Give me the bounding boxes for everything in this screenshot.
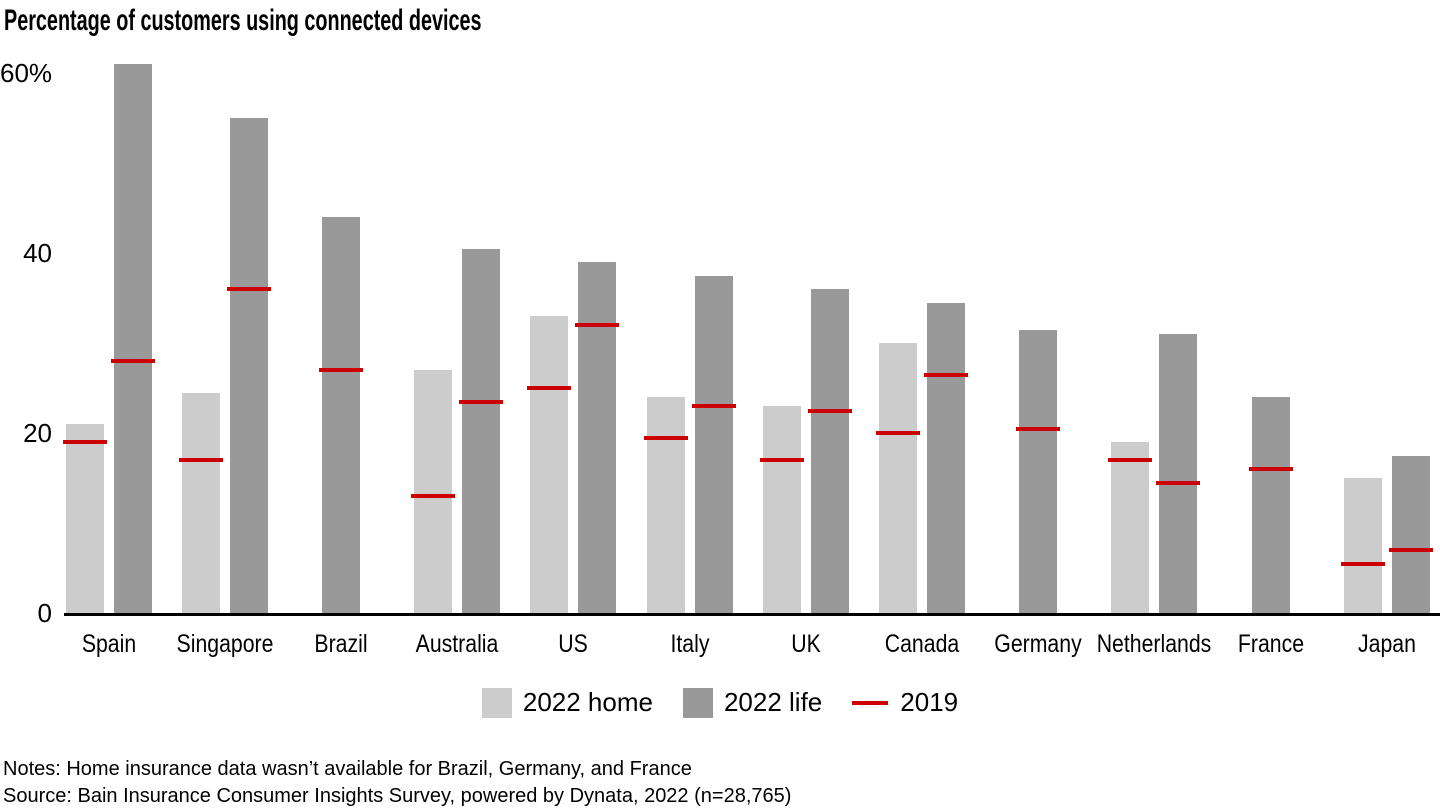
x-axis-label-brazil: Brazil (314, 630, 368, 658)
x-axis-label-canada: Canada (884, 630, 960, 658)
x-axis-label-france: France (1237, 630, 1304, 658)
bar-2022-life-japan (1391, 455, 1430, 613)
bar-2022-life-italy (694, 275, 733, 613)
legend-label-2022-home: 2022 home (522, 687, 653, 717)
bar-2022-life-germany (1019, 329, 1058, 613)
marker-2019-life-brazil (318, 368, 363, 372)
marker-2019-home-italy (643, 435, 688, 440)
marker-2019-life-australia (459, 399, 504, 404)
y-axis-tick-label-40: 40 (23, 238, 52, 268)
chart-notes: Notes: Home insurance data wasn’t availa… (3, 758, 692, 780)
bar-2022-home-singapore (181, 392, 220, 613)
marker-2019-life-germany (1016, 426, 1061, 431)
marker-2019-life-uk (807, 408, 852, 413)
bar-2022-home-italy (646, 397, 685, 613)
x-axis-label-italy: Italy (670, 630, 709, 658)
marker-2019-home-australia (411, 494, 456, 498)
x-axis-label-spain: Spain (81, 630, 136, 658)
y-axis-tick-label-60-: 60% (0, 58, 53, 88)
legend-item-2022-life: 2022 life (682, 687, 823, 718)
bar-2022-life-france (1251, 397, 1290, 613)
chart-legend: 2022 home 2022 life 2019 (0, 687, 1440, 718)
marker-2019-life-spain (110, 359, 155, 363)
marker-2019-home-singapore (178, 458, 223, 462)
bar-2022-home-uk (762, 406, 801, 613)
bar-2022-life-netherlands (1159, 334, 1198, 613)
marker-2019-life-canada (923, 372, 968, 377)
marker-2019-life-japan (1388, 548, 1433, 552)
bar-2022-home-japan (1343, 478, 1382, 613)
bar-2022-life-us (578, 262, 617, 613)
x-axis-label-australia: Australia (415, 630, 499, 658)
y-axis-tick-label-0: 0 (37, 598, 52, 628)
x-axis-line (64, 613, 1440, 616)
bar-2022-home-netherlands (1111, 442, 1150, 613)
marker-2019-home-netherlands (1108, 458, 1153, 462)
marker-2019-home-us (527, 386, 572, 390)
legend-label-2019: 2019 (900, 687, 959, 717)
bar-2022-life-brazil (321, 217, 360, 613)
bar-2022-home-us (530, 316, 569, 613)
marker-2019-home-spain (62, 440, 107, 444)
bar-2022-life-spain (113, 64, 152, 613)
marker-2019-life-netherlands (1156, 480, 1201, 485)
marker-2019-life-france (1248, 467, 1293, 471)
marker-2019-life-singapore (226, 287, 271, 291)
x-axis-label-germany: Germany (994, 630, 1082, 658)
legend-swatch-2022-home (481, 687, 512, 718)
bar-2022-home-australia (414, 370, 453, 613)
x-axis-label-japan: Japan (1357, 630, 1416, 658)
legend-swatch-2019 (852, 700, 889, 705)
marker-2019-life-us (575, 323, 620, 327)
bar-2022-life-australia (462, 248, 501, 613)
legend-item-2022-home: 2022 home (481, 687, 653, 718)
legend-swatch-2022-life (682, 687, 713, 718)
marker-2019-home-japan (1340, 561, 1385, 566)
chart-source: Source: Bain Insurance Consumer Insights… (3, 785, 792, 807)
x-axis-label-singapore: Singapore (176, 630, 274, 658)
bar-2022-life-uk (810, 289, 849, 613)
y-axis-tick-label-20: 20 (23, 418, 52, 448)
bar-2022-life-singapore (229, 118, 268, 613)
chart-footer: Notes: Home insurance data wasn’t availa… (3, 756, 791, 810)
marker-2019-home-uk (759, 458, 804, 462)
x-axis-label-uk: UK (790, 630, 821, 658)
bar-2022-home-spain (65, 424, 104, 613)
marker-2019-life-italy (691, 404, 736, 408)
legend-label-2022-life: 2022 life (723, 687, 823, 717)
bar-2022-home-canada (878, 343, 917, 613)
legend-item-2019: 2019 (852, 687, 958, 718)
x-axis-label-netherlands: Netherlands (1097, 630, 1212, 658)
chart-title: Percentage of customers using connected … (4, 4, 482, 37)
x-axis-label-us: US (558, 630, 589, 658)
marker-2019-home-canada (875, 431, 920, 435)
bar-2022-life-canada (926, 302, 965, 613)
